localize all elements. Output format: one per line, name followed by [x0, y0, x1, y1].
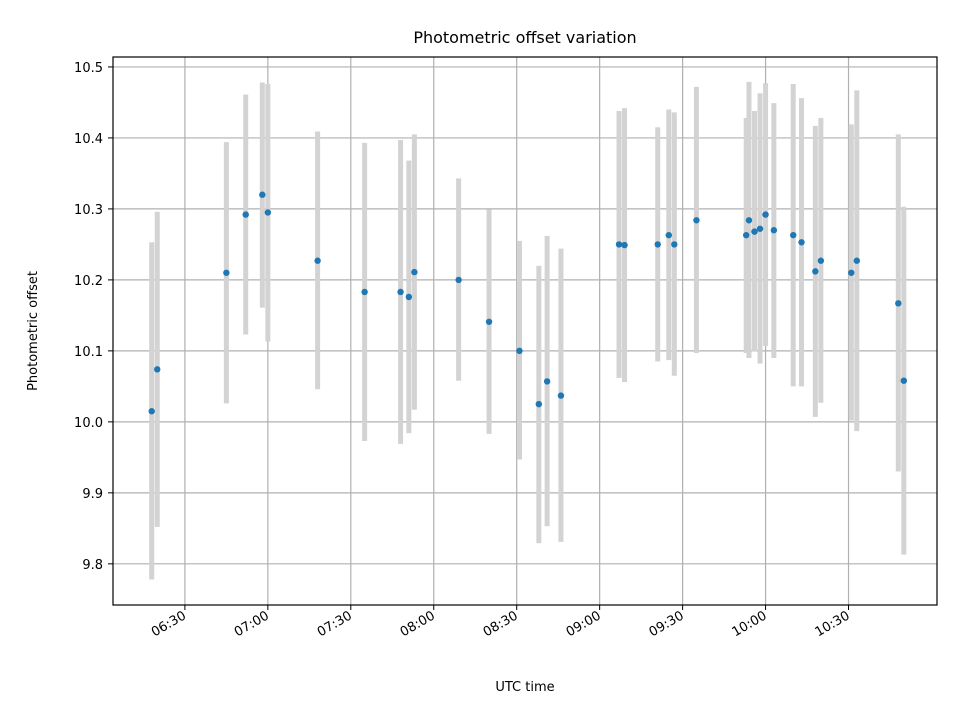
y-tick-label: 10.2 — [74, 274, 103, 289]
y-tick-label: 10.1 — [74, 345, 103, 360]
data-point — [812, 268, 819, 275]
data-point — [900, 377, 908, 384]
data-point — [615, 241, 623, 248]
data-point — [895, 300, 902, 307]
data-point — [751, 228, 758, 235]
data-point — [654, 241, 661, 248]
plot-frame — [112, 56, 938, 606]
y-tick-label: 9.8 — [82, 558, 103, 573]
data-point — [743, 231, 750, 239]
data-point — [848, 269, 855, 276]
y-tick-label: 10.3 — [74, 203, 103, 218]
data-point — [621, 241, 628, 249]
data-point — [557, 392, 565, 399]
data-point — [154, 366, 161, 373]
data-point — [148, 408, 155, 415]
data-point — [259, 191, 266, 198]
y-axis-label: Photometric offset — [26, 271, 41, 391]
data-point — [455, 276, 462, 284]
data-point — [853, 257, 861, 264]
chart-title: Photometric offset variation — [413, 28, 636, 47]
data-point — [693, 217, 700, 224]
data-point — [314, 257, 321, 264]
data-point — [762, 211, 769, 218]
data-point — [817, 257, 825, 264]
data-point — [411, 268, 418, 276]
data-point — [790, 231, 797, 239]
y-tick-label: 10.5 — [74, 61, 103, 76]
data-point — [665, 231, 672, 239]
data-point — [223, 269, 230, 276]
data-point — [516, 347, 523, 355]
y-tick-label: 10.4 — [74, 132, 103, 147]
data-point — [671, 241, 678, 248]
data-point — [745, 217, 753, 224]
data-point — [770, 227, 778, 234]
data-point — [485, 318, 493, 325]
x-axis-label: UTC time — [495, 680, 554, 695]
data-point — [535, 400, 543, 408]
y-axis-ticks: 9.8 9.9 10.0 10.1 10.2 10.3 10.4 10.5 — [74, 61, 113, 573]
data-point — [264, 209, 272, 216]
y-tick-label: 9.9 — [82, 487, 103, 502]
data-point — [405, 293, 413, 301]
data-point — [798, 239, 805, 246]
data-point — [397, 288, 404, 296]
data-point — [543, 378, 551, 385]
data-point — [756, 225, 764, 232]
data-point — [361, 288, 368, 296]
data-points — [148, 191, 908, 415]
y-tick-label: 10.0 — [74, 416, 103, 431]
data-point — [242, 211, 249, 218]
